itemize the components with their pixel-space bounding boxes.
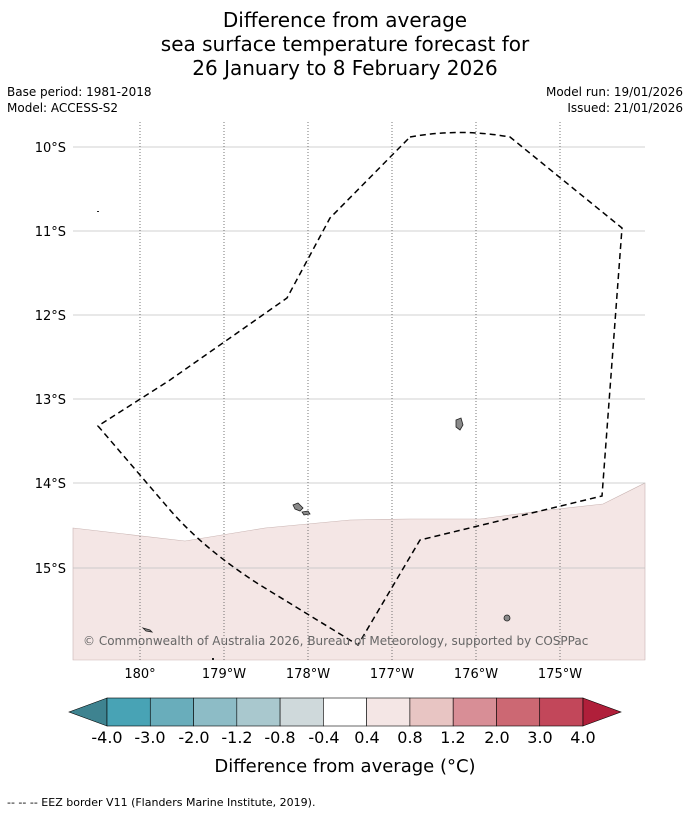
model-name: Model: ACCESS-S2 — [7, 101, 119, 115]
lat-label-14s: 14°S — [35, 477, 66, 492]
colorbar-label: Difference from average (°C) — [214, 756, 475, 777]
colorbar-tick-label: -0.8 — [264, 728, 295, 747]
model-run: Model run: 19/01/2026 — [545, 85, 683, 99]
colorbar-segment — [366, 697, 411, 727]
chart-title: Difference from average sea surface temp… — [0, 8, 690, 80]
colorbar-tick-label: 3.0 — [527, 728, 552, 747]
eez-border — [96, 131, 623, 647]
lat-label-12s: 12°S — [35, 309, 66, 324]
island — [503, 614, 511, 622]
issued-date: Issued: 21/01/2026 — [567, 101, 683, 115]
colorbar-tick-label: -4.0 — [91, 728, 122, 747]
colorbar-segment — [106, 697, 151, 727]
island — [292, 502, 304, 512]
title-line-1: Difference from average — [222, 8, 468, 32]
colorbar-tick-label: -3.0 — [134, 728, 165, 747]
lon-label-175w: 175°W — [538, 667, 582, 682]
eez-footnote: -- -- -- EEZ border V11 (Flanders Marine… — [7, 796, 316, 809]
colorbar-tick-label: 0.4 — [354, 728, 379, 747]
island — [212, 658, 214, 660]
title-line-2: sea surface temperature forecast for — [160, 32, 530, 56]
island — [141, 627, 154, 633]
colorbar-tick-label: 1.2 — [440, 728, 465, 747]
colorbar-tick-label: 0.8 — [397, 728, 422, 747]
lat-label-10s: 10°S — [35, 141, 66, 156]
colorbar-tick-label: 4.0 — [570, 728, 595, 747]
colorbar-segment — [149, 697, 194, 727]
colorbar-segment — [452, 697, 497, 727]
colorbar: -4.0 -3.0 -2.0 -1.2 -0.8 -0.4 0.4 0.8 1.… — [68, 697, 622, 777]
island — [455, 417, 464, 431]
base-period: Base period: 1981-2018 — [7, 85, 152, 99]
lon-label-177w: 177°W — [370, 667, 414, 682]
islands — [97, 211, 511, 660]
colorbar-tick-label: -1.2 — [221, 728, 252, 747]
title-line-3: 26 January to 8 February 2026 — [192, 56, 498, 80]
colorbar-segment — [236, 697, 281, 727]
lat-label-15s: 15°S — [35, 562, 66, 577]
colorbar-segment — [279, 697, 324, 727]
lon-label-179w: 179°W — [202, 667, 246, 682]
colorbar-tick-label: -0.4 — [308, 728, 339, 747]
anomaly-region — [72, 482, 646, 661]
lon-label-178w: 178°W — [286, 667, 330, 682]
colorbar-segment — [193, 697, 238, 727]
meta-right: Model run: 19/01/2026 Issued: 21/01/2026 — [546, 84, 683, 116]
lon-label-180: 180° — [124, 667, 155, 682]
island — [301, 510, 311, 516]
colorbar-extend-low — [68, 697, 108, 727]
colorbar-segment — [409, 697, 454, 727]
colorbar-extend-high — [582, 697, 622, 727]
colorbar-segment — [323, 697, 367, 727]
lat-label-11s: 11°S — [35, 225, 66, 240]
meta-left: Base period: 1981-2018 Model: ACCESS-S2 — [7, 84, 152, 116]
colorbar-tick-label: 2.0 — [484, 728, 509, 747]
colorbar-segment — [539, 697, 584, 727]
lat-label-13s: 13°S — [35, 393, 66, 408]
lon-label-176w: 176°W — [454, 667, 498, 682]
lat-gridlines — [73, 146, 645, 569]
colorbar-tick-label: -2.0 — [178, 728, 209, 747]
colorbar-segment — [496, 697, 541, 727]
island — [97, 211, 99, 212]
copyright-note: © Commonwealth of Australia 2026, Bureau… — [83, 634, 588, 648]
